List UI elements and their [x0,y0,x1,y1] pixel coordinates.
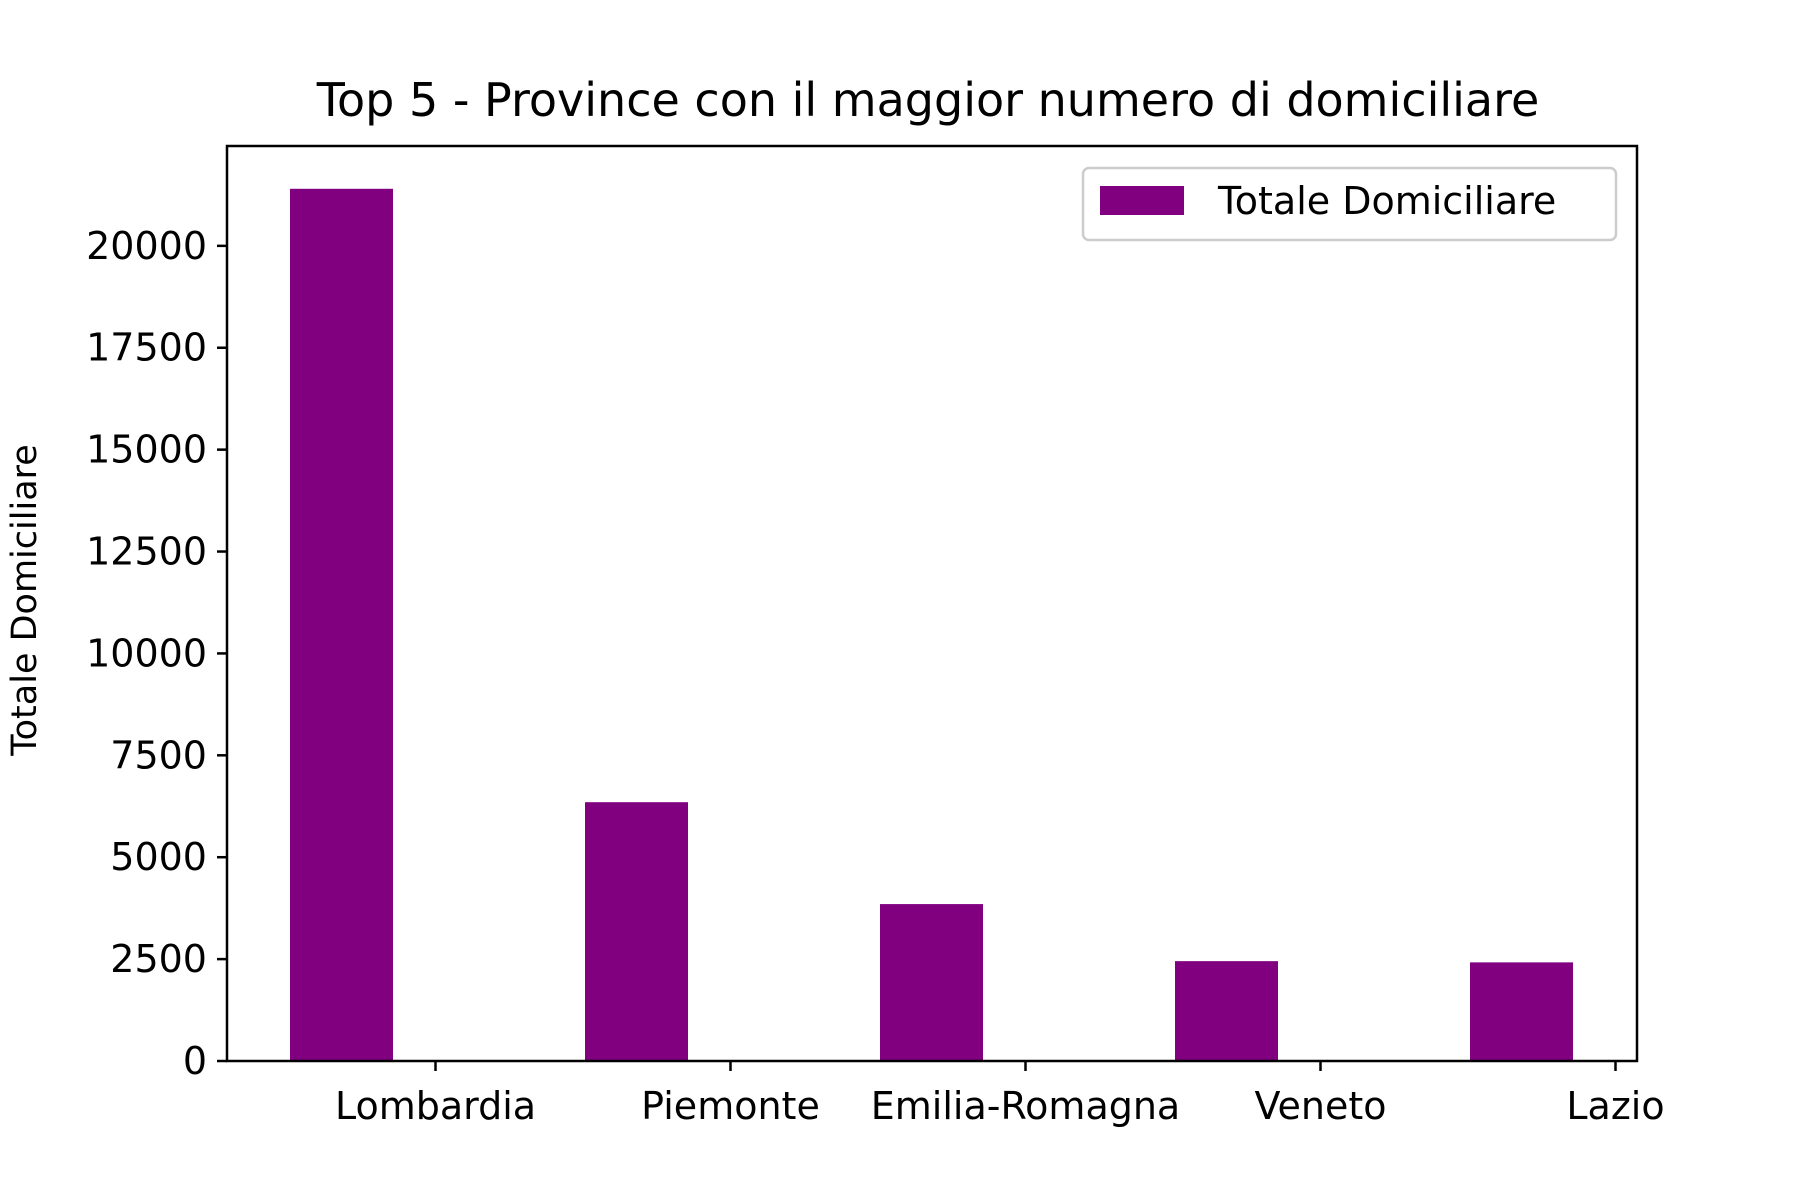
bar-lombardia [290,188,393,1061]
y-tick-label: 17500 [86,326,207,370]
y-tick-label: 7500 [110,733,207,777]
y-axis-label: Totale Domiciliare [5,444,45,757]
x-tick-label: Veneto [1254,1084,1386,1128]
legend-box [1081,166,1618,242]
x-tick-label: Lombardia [335,1084,536,1128]
x-tick-label: Emilia-Romagna [871,1084,1180,1128]
legend-swatch [1100,186,1184,215]
bar-piemonte [585,802,688,1061]
y-tick-label: 5000 [110,835,207,879]
y-tick-label: 20000 [86,224,207,268]
chart-title: Top 5 - Province con il maggior numero d… [316,73,1540,127]
bars-layer [290,188,1573,1061]
legend: Totale Domiciliare [1081,166,1618,242]
x-tick-label: Lazio [1566,1084,1664,1128]
y-axis-ticks: 0 2500 5000 7500 10000 12500 15000 17500 20000 [86,224,227,1083]
y-tick-label: 2500 [110,937,207,981]
bar-lazio [1470,962,1573,1061]
legend-label: Totale Domiciliare [1217,179,1556,223]
y-tick-label: 12500 [86,530,207,574]
y-tick-label: 0 [183,1039,207,1083]
y-tick-label: 10000 [86,631,207,675]
y-tick-label: 15000 [86,428,207,472]
bar-emilia-romagna [880,904,983,1061]
bar-veneto [1175,961,1278,1061]
plot-area-frame [225,144,1639,1063]
x-axis-ticks: Lombardia Piemonte Emilia-Romagna Veneto Laz… [335,1061,1665,1128]
x-tick-label: Piemonte [641,1084,820,1128]
